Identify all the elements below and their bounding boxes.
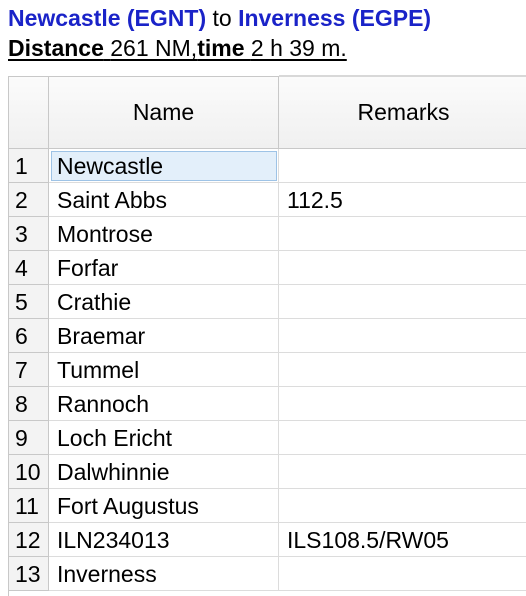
waypoint-remarks-cell[interactable] (279, 251, 526, 284)
waypoint-name-cell[interactable]: Rannoch (49, 387, 279, 420)
waypoint-remarks-cell[interactable] (279, 489, 526, 522)
route-title: Newcastle (EGNT) to Inverness (EGPE) (8, 4, 526, 33)
waypoint-name: Fort Augustus (57, 493, 199, 519)
waypoint-remarks-cell[interactable] (279, 149, 526, 182)
waypoint-remarks-cell[interactable] (279, 217, 526, 250)
waypoint-remarks-cell[interactable] (279, 387, 526, 420)
waypoint-name-cell[interactable]: ILN234013 (49, 523, 279, 556)
row-number[interactable]: 12 (9, 523, 49, 557)
waypoint-remarks-cell[interactable] (279, 319, 526, 352)
table-body: 1 Newcastle 2 Saint Abbs 112.5 3 Montrose 4 Forf… (9, 149, 526, 591)
time-label: time (197, 35, 245, 61)
waypoint-name: ILN234013 (57, 527, 170, 553)
waypoint-name-cell[interactable]: Loch Ericht (49, 421, 279, 454)
row-number[interactable]: 10 (9, 455, 49, 489)
route-summary: Distance 261 NM,time 2 h 39 m. (8, 33, 526, 63)
waypoint-name-cell[interactable]: Tummel (49, 353, 279, 386)
waypoint-name: Saint Abbs (57, 187, 167, 213)
table-corner[interactable] (9, 77, 49, 148)
table-row[interactable]: 7 Tummel (9, 353, 526, 387)
waypoint-table[interactable]: Name Remarks 1 Newcastle 2 Saint Abbs 112.5 3… (8, 75, 526, 596)
destination-airport: Inverness (EGPE) (238, 5, 432, 31)
waypoint-name-cell[interactable]: Newcastle (49, 149, 279, 182)
row-number[interactable]: 6 (9, 319, 49, 353)
table-row[interactable]: 10 Dalwhinnie (9, 455, 526, 489)
waypoint-name: Loch Ericht (57, 425, 173, 451)
waypoint-name-cell[interactable]: Dalwhinnie (49, 455, 279, 488)
table-row[interactable]: 2 Saint Abbs 112.5 (9, 183, 526, 217)
waypoint-name: Dalwhinnie (57, 459, 170, 485)
table-header-row: Name Remarks (9, 77, 526, 149)
table-row[interactable]: 8 Rannoch (9, 387, 526, 421)
waypoint-name: Rannoch (57, 391, 150, 417)
waypoint-name-cell[interactable]: Forfar (49, 251, 279, 284)
row-number[interactable]: 2 (9, 183, 49, 217)
waypoint-remarks-cell[interactable] (279, 557, 526, 590)
table-row[interactable]: 5 Crathie (9, 285, 526, 319)
waypoint-name: Tummel (57, 357, 140, 383)
row-number[interactable]: 8 (9, 387, 49, 421)
table-row[interactable]: 9 Loch Ericht (9, 421, 526, 455)
time-value: 2 h 39 m. (250, 35, 347, 61)
table-row[interactable]: 11 Fort Augustus (9, 489, 526, 523)
row-number[interactable]: 13 (9, 557, 49, 591)
waypoint-name: Montrose (57, 221, 153, 247)
column-header-remarks[interactable]: Remarks (279, 77, 526, 148)
table-row[interactable]: 13 Inverness (9, 557, 526, 591)
distance-label: Distance (8, 35, 104, 61)
route-connector: to (212, 5, 232, 31)
table-row[interactable]: 12 ILN234013 ILS108.5/RW05 (9, 523, 526, 557)
origin-airport: Newcastle (EGNT) (8, 5, 207, 31)
waypoint-remarks-cell[interactable] (279, 285, 526, 318)
route-header: Newcastle (EGNT) to Inverness (EGPE) Dis… (8, 4, 526, 63)
table-row[interactable]: 3 Montrose (9, 217, 526, 251)
waypoint-grid[interactable]: Name Remarks 1 Newcastle 2 Saint Abbs 112.5 3… (9, 77, 526, 591)
table-row[interactable]: 1 Newcastle (9, 149, 526, 183)
waypoint-name-cell[interactable]: Montrose (49, 217, 279, 250)
waypoint-remarks-cell[interactable] (279, 455, 526, 488)
row-number[interactable]: 9 (9, 421, 49, 455)
waypoint-name-cell[interactable]: Fort Augustus (49, 489, 279, 522)
waypoint-name: Braemar (57, 323, 146, 349)
waypoint-name-cell[interactable]: Braemar (49, 319, 279, 352)
waypoint-name-cell[interactable]: Inverness (49, 557, 279, 590)
waypoint-remarks-cell[interactable] (279, 353, 526, 386)
waypoint-remarks-cell[interactable] (279, 421, 526, 454)
waypoint-name-cell[interactable]: Saint Abbs (49, 183, 279, 216)
column-header-name[interactable]: Name (49, 77, 279, 148)
waypoint-remarks-cell[interactable]: ILS108.5/RW05 (279, 523, 526, 556)
row-number[interactable]: 5 (9, 285, 49, 319)
row-number[interactable]: 4 (9, 251, 49, 285)
waypoint-name: Newcastle (57, 153, 164, 179)
table-row[interactable]: 6 Braemar (9, 319, 526, 353)
waypoint-name: Forfar (57, 255, 119, 281)
waypoint-remarks-cell[interactable]: 112.5 (279, 183, 526, 216)
row-number[interactable]: 7 (9, 353, 49, 387)
waypoint-name-cell[interactable]: Crathie (49, 285, 279, 318)
waypoint-name: Crathie (57, 289, 132, 315)
row-number[interactable]: 1 (9, 149, 49, 183)
distance-value: 261 NM, (110, 35, 198, 61)
row-number[interactable]: 11 (9, 489, 49, 523)
table-top-strip (279, 75, 526, 77)
table-row[interactable]: 4 Forfar (9, 251, 526, 285)
waypoint-name: Inverness (57, 561, 157, 587)
row-number[interactable]: 3 (9, 217, 49, 251)
